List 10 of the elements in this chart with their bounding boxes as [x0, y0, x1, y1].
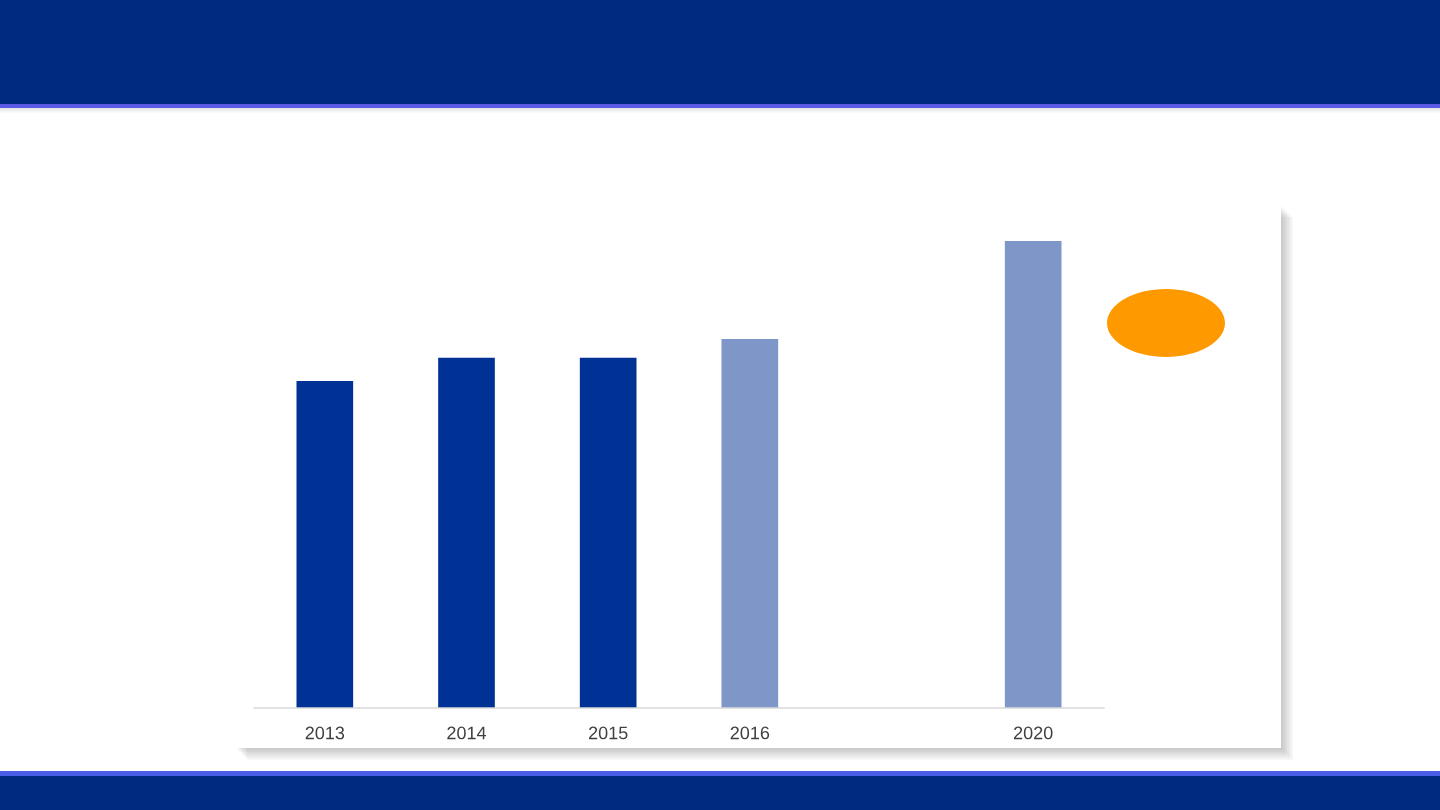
bar	[721, 339, 779, 708]
bar	[1004, 241, 1062, 708]
x-tick-label: 2020	[1013, 726, 1053, 740]
x-tick-label: 2015	[588, 726, 628, 740]
bar	[296, 381, 354, 708]
bar	[438, 357, 495, 708]
bar	[579, 357, 637, 708]
x-tick-label: 2016	[730, 726, 770, 740]
x-tick-label: 2014	[447, 726, 487, 740]
x-tick-label: 2013	[305, 726, 345, 740]
